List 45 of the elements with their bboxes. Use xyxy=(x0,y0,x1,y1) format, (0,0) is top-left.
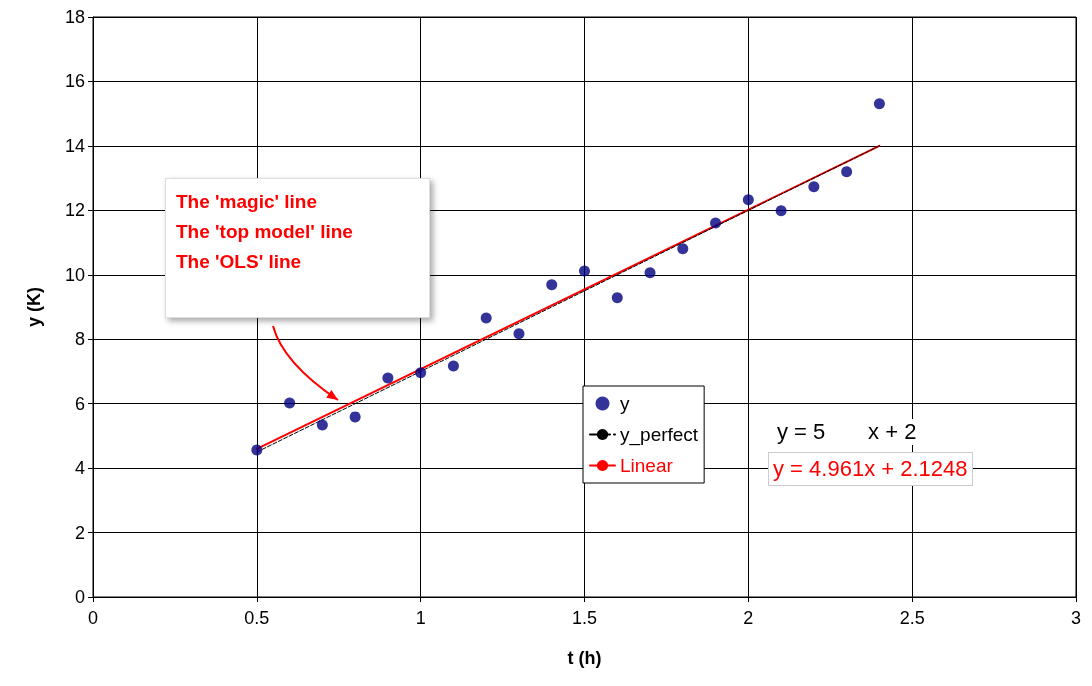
x-tick-label: 2 xyxy=(743,608,754,628)
point xyxy=(284,397,296,409)
y-tick-label: 4 xyxy=(74,458,85,479)
y-tick-label: 2 xyxy=(74,522,85,543)
y-tick-label: 0 xyxy=(74,587,85,607)
y-tick-label: 10 xyxy=(64,264,85,285)
point xyxy=(644,267,656,279)
point xyxy=(349,411,361,423)
equation-box: y = 4.961x + 2.1248 xyxy=(768,452,973,486)
x-tick-label: 1 xyxy=(415,608,426,628)
point xyxy=(808,181,820,193)
point xyxy=(251,444,263,456)
legend-label: y xyxy=(620,393,630,414)
x-tick-label: 1.5 xyxy=(571,608,598,628)
legend-label: y_perfect xyxy=(620,424,699,446)
y-axis-title: y (K) xyxy=(24,287,44,327)
y-tick-label: 14 xyxy=(64,135,85,156)
point xyxy=(382,372,394,384)
point xyxy=(710,217,722,229)
point xyxy=(316,419,328,431)
point xyxy=(480,312,492,324)
point xyxy=(873,98,885,110)
annotation: y = 5 x + 2 xyxy=(777,419,917,445)
y-tick-label: 16 xyxy=(64,71,85,92)
point xyxy=(677,243,689,255)
y-tick-label: 8 xyxy=(74,329,85,350)
point xyxy=(742,194,754,206)
point xyxy=(611,292,623,304)
y-tick-label: 6 xyxy=(74,393,85,414)
y-tick-label: 18 xyxy=(64,7,85,27)
y-tick-label: 12 xyxy=(64,200,85,221)
point xyxy=(546,279,558,291)
point xyxy=(841,166,853,178)
point xyxy=(579,265,590,277)
point xyxy=(775,205,787,217)
point xyxy=(447,360,459,372)
point xyxy=(513,328,525,340)
x-tick-label: 0 xyxy=(87,608,99,628)
x-tick-label: 2.5 xyxy=(899,608,925,628)
point xyxy=(415,367,427,379)
callout-box: The 'magic' line The 'top model' line The 'OLS' line xyxy=(165,178,430,318)
x-tick-label: 3 xyxy=(1070,608,1081,628)
x-axis-title: t (h) xyxy=(567,648,602,668)
legend-label: Linear xyxy=(620,455,674,476)
x-tick-label: 0.5 xyxy=(244,608,270,628)
